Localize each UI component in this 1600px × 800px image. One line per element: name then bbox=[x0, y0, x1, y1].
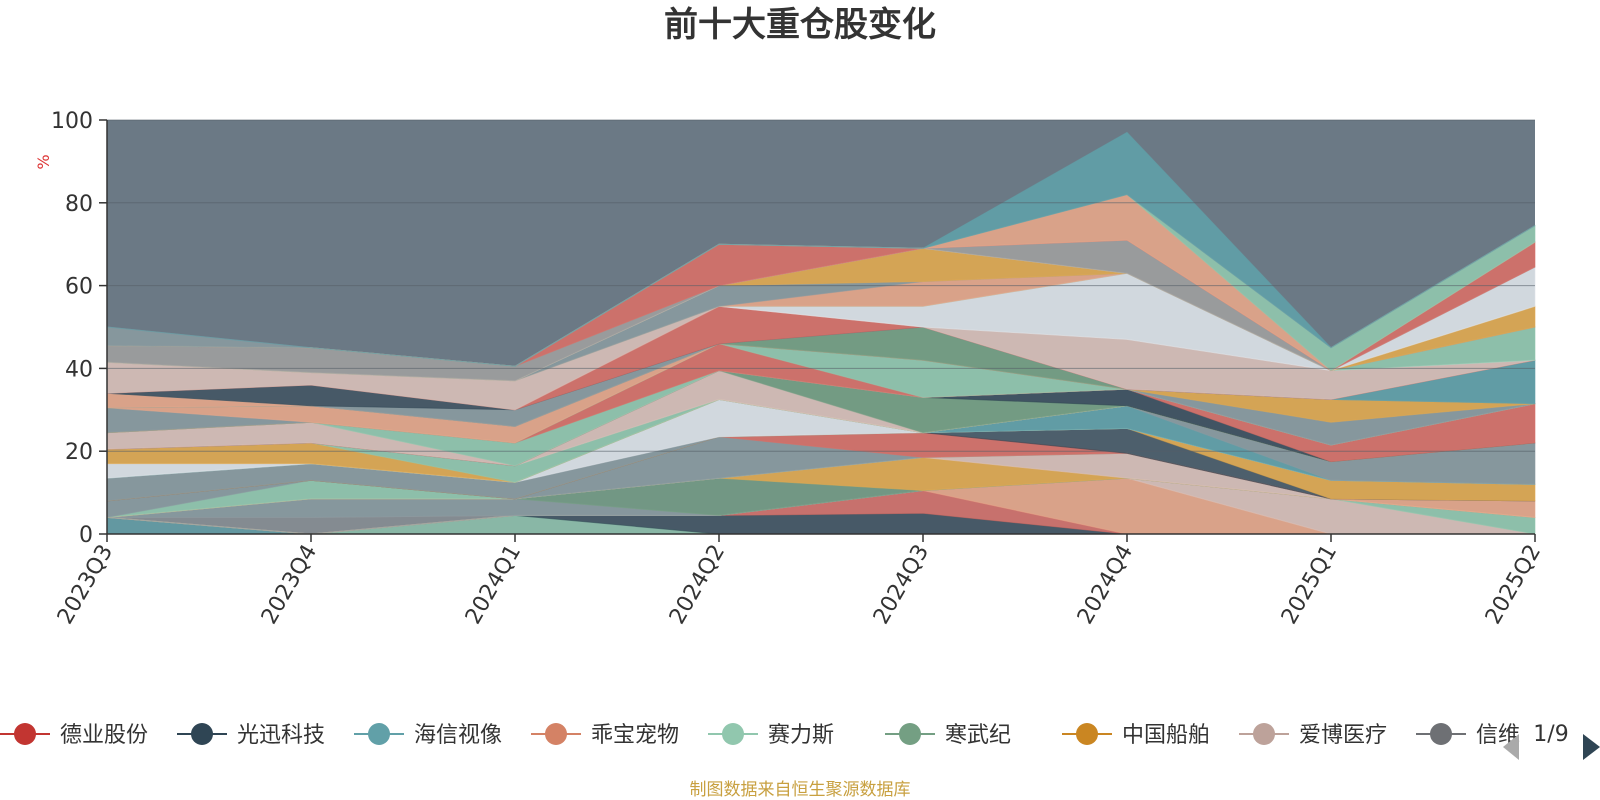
legend-item[interactable]: 乖宝宠物 bbox=[531, 723, 679, 748]
x-tick-label: 2025Q1 bbox=[1277, 541, 1342, 629]
chart-title: 前十大重仓股变化 bbox=[664, 5, 936, 45]
x-tick-label: 2023Q3 bbox=[53, 541, 118, 629]
x-tick-label: 2024Q1 bbox=[461, 541, 526, 629]
x-tick-label: 2023Q4 bbox=[257, 541, 322, 629]
legend-marker-icon bbox=[722, 723, 744, 745]
legend-item[interactable]: 赛力斯 bbox=[708, 723, 834, 748]
legend-marker-icon bbox=[368, 723, 390, 745]
x-tick-label: 2024Q4 bbox=[1073, 541, 1138, 629]
legend-label: 光迅科技 bbox=[237, 723, 325, 748]
area-layer-57 bbox=[106, 131, 1536, 367]
legend-item[interactable]: 爱博医疗 bbox=[1239, 723, 1387, 748]
y-tick-label: 80 bbox=[65, 192, 93, 217]
legend-pager: 1/9 bbox=[1503, 722, 1600, 760]
legend-marker-icon bbox=[1076, 723, 1098, 745]
legend-label: 寒武纪 bbox=[945, 723, 1011, 748]
legend-prev-icon[interactable] bbox=[1503, 734, 1519, 760]
legend-label: 乖宝宠物 bbox=[591, 723, 679, 748]
legend-label: 海信视像 bbox=[414, 723, 502, 748]
y-tick-label: 40 bbox=[65, 357, 93, 382]
legend-marker-icon bbox=[545, 723, 567, 745]
data-source: 制图数据来自恒生聚源数据库 bbox=[690, 780, 911, 800]
legend-label: 赛力斯 bbox=[768, 723, 834, 748]
y-tick-label: 0 bbox=[79, 523, 93, 548]
x-tick-label: 2025Q2 bbox=[1481, 541, 1546, 629]
legend-item[interactable]: 中国船舶 bbox=[1062, 723, 1210, 748]
y-tick-label: 60 bbox=[65, 275, 93, 300]
legend-next-icon[interactable] bbox=[1583, 734, 1600, 760]
legend-marker-icon bbox=[14, 723, 36, 745]
legend-item[interactable]: 寒武纪 bbox=[885, 723, 1011, 748]
x-tick-label: 2024Q3 bbox=[869, 541, 934, 629]
chart-areas bbox=[106, 131, 1536, 535]
legend-label: 德业股份 bbox=[60, 723, 148, 748]
legend-item[interactable]: 德业股份 bbox=[0, 723, 148, 748]
legend-item[interactable]: 信维 bbox=[1416, 723, 1520, 748]
legend-page-indicator: 1/9 bbox=[1533, 722, 1568, 747]
legend-label: 中国船舶 bbox=[1122, 723, 1210, 748]
y-tick-label: 20 bbox=[65, 440, 93, 465]
legend-marker-icon bbox=[899, 723, 921, 745]
legend-item[interactable]: 海信视像 bbox=[354, 723, 502, 748]
legend: 德业股份 光迅科技 海信视像 乖宝宠物 赛力斯 寒武纪 中国船舶 爱博医疗 信维 bbox=[0, 723, 1520, 748]
legend-marker-icon bbox=[1430, 723, 1452, 745]
legend-marker-icon bbox=[191, 723, 213, 745]
x-tick-label: 2024Q2 bbox=[665, 541, 730, 629]
legend-marker-icon bbox=[1253, 723, 1275, 745]
y-axis-unit: % bbox=[34, 154, 53, 169]
legend-label: 爱博医疗 bbox=[1299, 723, 1387, 748]
legend-item[interactable]: 光迅科技 bbox=[177, 723, 325, 748]
y-tick-label: 100 bbox=[51, 109, 93, 134]
